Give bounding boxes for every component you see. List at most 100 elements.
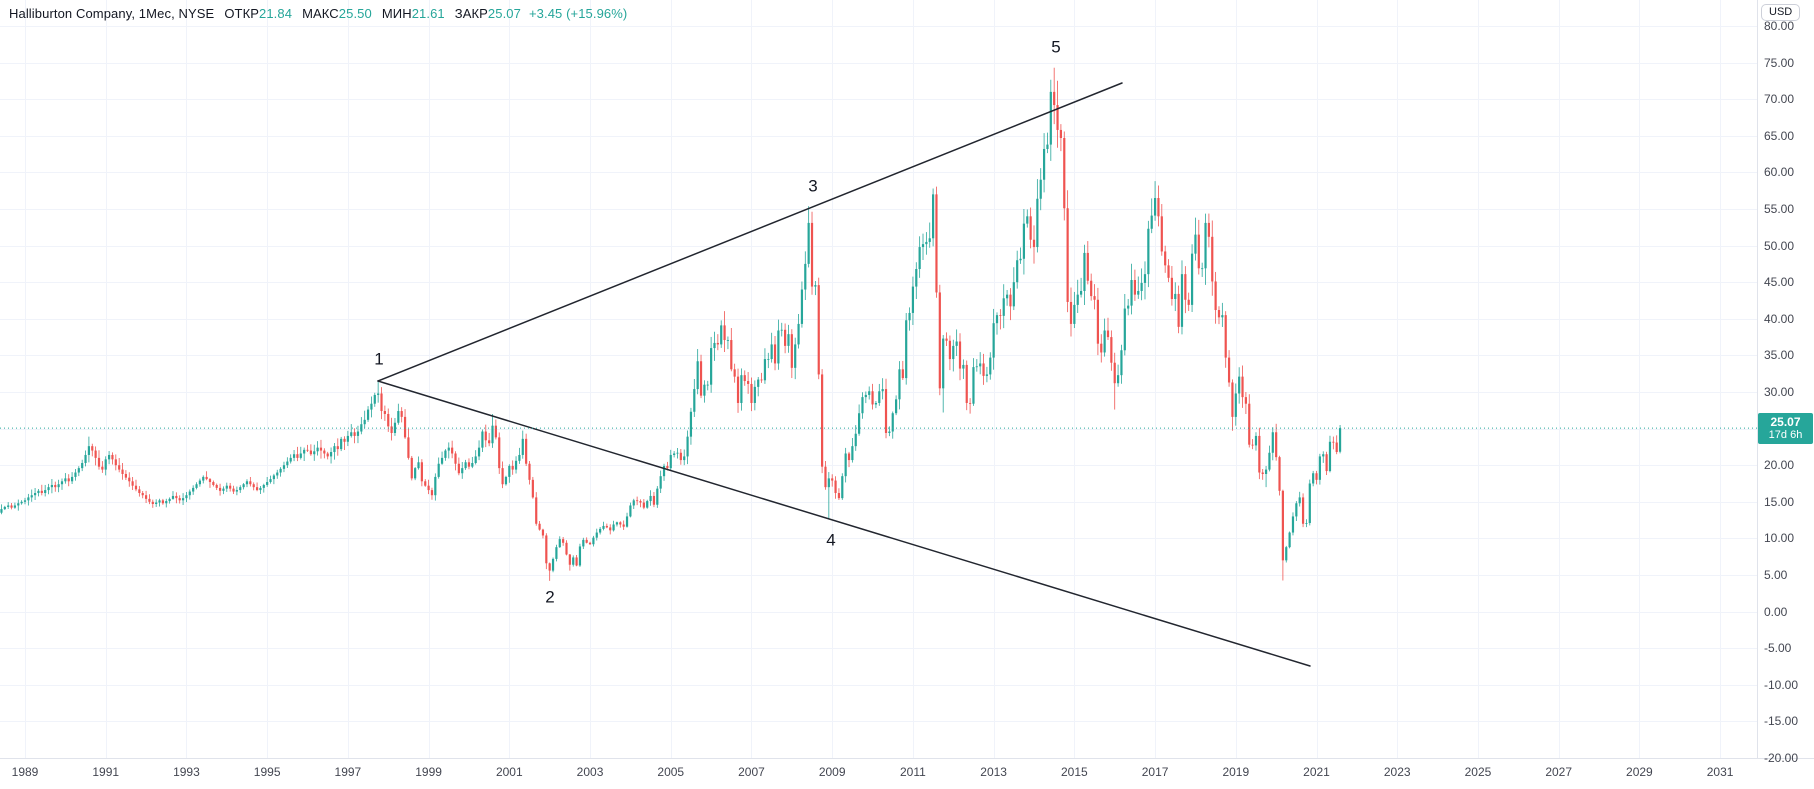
candle-2016-10[interactable] <box>1143 261 1147 300</box>
candle-1992-01[interactable] <box>144 490 148 503</box>
candle-2005-07[interactable] <box>689 407 693 445</box>
candle-2021-01[interactable] <box>1315 470 1318 485</box>
symbol-title[interactable]: Halliburton Company, 1Мес, NYSE <box>9 6 215 21</box>
candle-1998-07[interactable] <box>407 428 410 460</box>
candle-1991-12[interactable] <box>141 490 144 499</box>
candle-2018-03[interactable] <box>1201 262 1204 277</box>
candle-1997-07[interactable] <box>366 406 370 422</box>
candle-2018-10[interactable] <box>1224 311 1227 368</box>
candle-2002-04[interactable] <box>558 536 561 548</box>
candle-2011-04[interactable] <box>921 233 925 261</box>
candle-2016-12[interactable] <box>1150 198 1153 234</box>
candle-1989-10[interactable] <box>54 481 57 492</box>
candle-2005-02[interactable] <box>673 451 676 458</box>
candle-2015-12[interactable] <box>1110 330 1113 371</box>
candle-2017-07[interactable] <box>1174 282 1177 312</box>
candle-2019-07[interactable] <box>1254 432 1258 451</box>
candle-2008-11[interactable] <box>824 460 827 490</box>
candlestick-chart[interactable]: 1 2 3 4 5 <box>0 0 1757 758</box>
candle-1991-09[interactable] <box>131 476 134 491</box>
candle-2004-04[interactable] <box>639 499 642 508</box>
candle-2012-04[interactable] <box>962 359 965 379</box>
candle-2002-01[interactable] <box>548 562 551 581</box>
candle-1997-03[interactable] <box>353 428 356 444</box>
candle-1991-11[interactable] <box>138 486 141 497</box>
candle-2006-07[interactable] <box>730 327 733 372</box>
candle-2011-06[interactable] <box>928 222 931 248</box>
candle-2020-10[interactable] <box>1305 519 1308 528</box>
candle-2006-10[interactable] <box>740 368 743 411</box>
candle-2000-01[interactable] <box>467 458 471 470</box>
candle-2008-10[interactable] <box>821 369 824 474</box>
candle-2011-07[interactable] <box>932 188 935 247</box>
candle-2008-09[interactable] <box>817 277 820 380</box>
candle-1993-07[interactable] <box>205 471 208 481</box>
candle-2008-07[interactable] <box>810 211 814 295</box>
candle-1993-02[interactable] <box>188 489 191 500</box>
candle-1988-07[interactable] <box>3 505 6 511</box>
candle-2005-03[interactable] <box>676 448 679 459</box>
candle-1999-05[interactable] <box>440 451 444 465</box>
candle-2011-02[interactable] <box>915 262 918 299</box>
candle-2020-12[interactable] <box>1312 470 1315 487</box>
candle-2010-07[interactable] <box>891 411 894 439</box>
candle-1991-07[interactable] <box>124 470 127 481</box>
candle-1990-09[interactable] <box>91 443 94 457</box>
candle-1989-09[interactable] <box>50 479 54 494</box>
candle-2007-08[interactable] <box>773 336 777 371</box>
candle-2011-05[interactable] <box>925 232 928 255</box>
candle-2020-07[interactable] <box>1295 501 1298 521</box>
candle-2021-04[interactable] <box>1325 451 1328 476</box>
candle-2019-11[interactable] <box>1268 445 1271 472</box>
candle-1997-12[interactable] <box>383 405 386 421</box>
candle-2001-04[interactable] <box>518 447 521 464</box>
candle-1989-03[interactable] <box>30 489 33 502</box>
candle-2001-06[interactable] <box>525 433 528 467</box>
candle-2007-12[interactable] <box>787 324 790 353</box>
candle-1989-11[interactable] <box>57 479 60 493</box>
candle-2006-06[interactable] <box>726 336 730 350</box>
candle-2014-11[interactable] <box>1066 190 1069 313</box>
wave-label-5[interactable]: 5 <box>1051 38 1060 57</box>
candle-1988-08[interactable] <box>7 502 10 509</box>
candle-2003-07[interactable] <box>609 524 612 535</box>
candle-2017-02[interactable] <box>1157 185 1160 227</box>
lower-trendline[interactable] <box>377 380 1311 667</box>
candle-2019-01[interactable] <box>1234 383 1237 426</box>
candle-2002-12[interactable] <box>585 537 588 544</box>
candle-1988-10[interactable] <box>13 502 17 509</box>
candle-1993-06[interactable] <box>202 475 205 484</box>
candle-2005-10[interactable] <box>699 354 703 399</box>
candle-2011-03[interactable] <box>918 236 921 278</box>
candle-2017-05[interactable] <box>1167 259 1170 283</box>
candle-1991-04[interactable] <box>114 454 117 471</box>
candle-2009-04[interactable] <box>841 473 844 500</box>
candle-2018-08[interactable] <box>1217 306 1221 325</box>
candle-2001-09[interactable] <box>535 492 538 526</box>
candle-1988-11[interactable] <box>17 499 20 511</box>
candle-2009-08[interactable] <box>854 425 857 451</box>
candle-2010-11[interactable] <box>905 313 908 385</box>
candle-2016-04[interactable] <box>1123 294 1126 356</box>
candle-1995-12[interactable] <box>303 447 306 461</box>
candle-2018-06[interactable] <box>1211 220 1214 296</box>
candle-1989-05[interactable] <box>37 488 40 497</box>
candle-2007-02[interactable] <box>753 380 756 411</box>
candle-2019-09[interactable] <box>1261 468 1264 480</box>
candle-2004-07[interactable] <box>649 490 652 506</box>
candle-1997-11[interactable] <box>380 387 383 420</box>
candle-2003-03[interactable] <box>595 528 598 541</box>
candle-1998-12[interactable] <box>424 479 427 487</box>
candle-2018-05[interactable] <box>1207 213 1210 248</box>
candle-2017-03[interactable] <box>1160 204 1163 256</box>
candle-1994-02[interactable] <box>229 482 232 492</box>
candle-2003-02[interactable] <box>592 535 595 547</box>
candle-2003-08[interactable] <box>612 520 615 532</box>
candle-2001-02[interactable] <box>511 460 514 475</box>
candle-1992-10[interactable] <box>175 492 178 504</box>
candle-2006-09[interactable] <box>736 368 740 413</box>
candle-1996-09[interactable] <box>333 443 336 460</box>
candle-1996-02[interactable] <box>309 444 312 456</box>
candle-2018-12[interactable] <box>1231 379 1234 431</box>
candle-1997-04[interactable] <box>356 425 360 444</box>
